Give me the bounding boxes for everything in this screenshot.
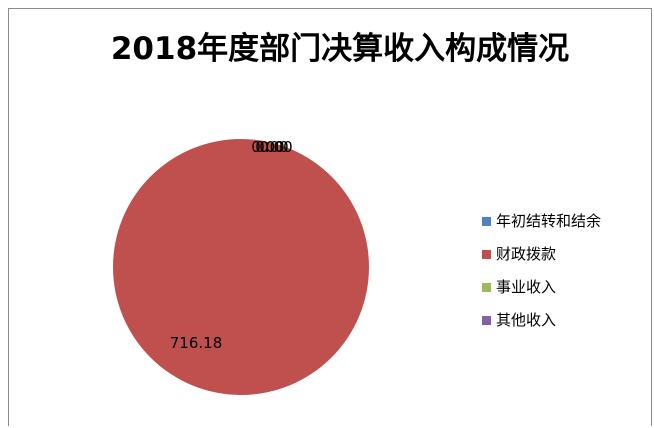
data-label-other-income: 0.00 <box>259 138 292 156</box>
legend-swatch-fiscal-appropriation <box>482 249 491 259</box>
chart-title: 2018年度部门决算收入构成情况 <box>110 31 570 67</box>
chart-legend: 年初结转和结余 财政拨款 事业收入 其他收入 <box>482 213 652 345</box>
legend-item-business-income: 事业收入 <box>482 279 652 295</box>
legend-item-fiscal-appropriation: 财政拨款 <box>482 246 652 262</box>
legend-swatch-carryover <box>482 216 491 226</box>
legend-label-other-income: 其他收入 <box>496 311 557 329</box>
legend-swatch-other-income <box>482 315 491 325</box>
legend-label-fiscal-appropriation: 财政拨款 <box>496 245 557 263</box>
legend-swatch-business-income <box>482 282 491 292</box>
data-label-business-income: 0.00 <box>255 138 288 156</box>
legend-item-carryover: 年初结转和结余 <box>482 213 652 229</box>
data-label-carryover: 0.00 <box>251 138 284 156</box>
legend-label-carryover: 年初结转和结余 <box>496 212 602 230</box>
legend-label-business-income: 事业收入 <box>496 278 557 296</box>
legend-item-other-income: 其他收入 <box>482 312 652 328</box>
data-label-fiscal-appropriation: 716.18 <box>170 334 223 352</box>
pie-slice-fiscal-appropriation <box>113 139 369 395</box>
